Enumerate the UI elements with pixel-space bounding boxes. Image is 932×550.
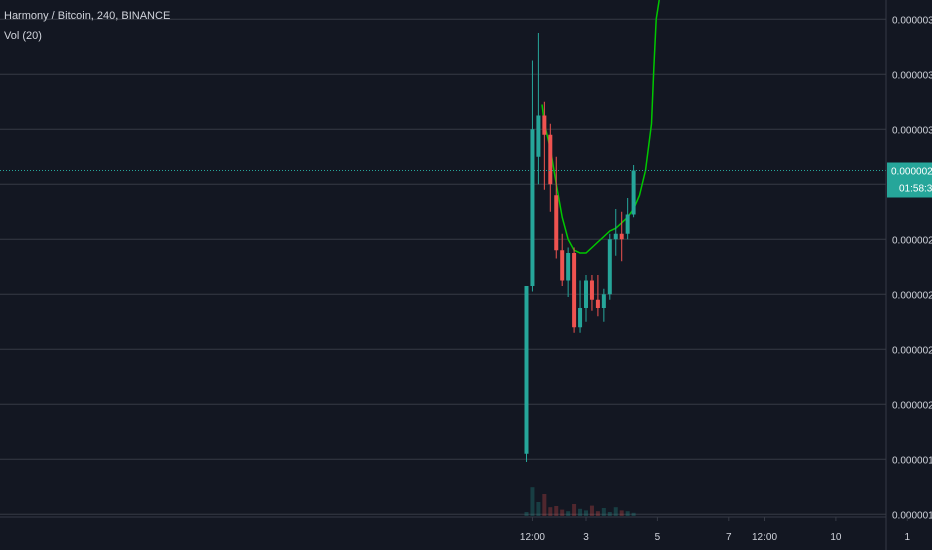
volume-bar — [572, 504, 577, 516]
volume-bar — [554, 506, 559, 516]
volume-bar — [589, 505, 594, 516]
volume-bar — [625, 511, 630, 516]
candle — [548, 123, 553, 212]
volume-bar — [607, 512, 612, 516]
volume-bar — [536, 502, 541, 516]
candle — [601, 288, 606, 322]
candle-body — [530, 129, 535, 286]
time-tick-label: 12:00 — [520, 532, 545, 543]
candle — [524, 286, 529, 462]
candle — [530, 60, 535, 292]
price-tick-label: 0.00000340 — [892, 15, 932, 26]
price-tick-label: 0.00000160 — [892, 510, 932, 521]
volume-bar — [584, 510, 588, 516]
volume-bars — [524, 487, 636, 516]
candle-body — [601, 294, 606, 308]
time-tick-label: 7 — [726, 532, 732, 543]
candle-body — [619, 233, 624, 240]
candle — [619, 211, 624, 262]
candle-body — [548, 134, 553, 185]
volume-bar — [619, 510, 624, 516]
candle-body — [536, 115, 541, 157]
price-tick-label: 0.00000180 — [892, 455, 932, 466]
current-price-badge: 0.00000285 01:58:37 — [887, 162, 932, 198]
candle-body — [631, 170, 636, 215]
volume-bar — [595, 511, 600, 516]
candle-body — [584, 280, 588, 308]
price-tick-label: 0.00000200 — [892, 400, 932, 411]
time-axis[interactable]: 12:00 3 5 7 12:00 10 1 — [0, 516, 911, 543]
price-tick-label: 0.00000300 — [892, 125, 932, 136]
candle — [542, 101, 547, 190]
candle — [536, 33, 541, 185]
candlesticks — [524, 33, 636, 462]
moving-average-line — [541, 0, 660, 254]
candle-body — [607, 239, 612, 295]
time-tick-label: 10 — [830, 532, 842, 543]
time-tick-label: 3 — [583, 532, 589, 543]
candle-body — [578, 308, 583, 328]
candle — [613, 209, 618, 256]
candle-body — [589, 280, 594, 300]
grid-lines — [0, 18, 886, 515]
volume-bar — [560, 509, 565, 516]
volume-bar — [601, 508, 606, 516]
volume-bar — [548, 507, 553, 516]
volume-bar — [524, 512, 529, 516]
price-tick-label: 0.00000240 — [892, 290, 932, 301]
candle — [589, 275, 594, 311]
volume-bar — [631, 512, 636, 516]
chart-legend: Harmony / Bitcoin, 240, BINANCE Vol (20) — [4, 6, 170, 46]
price-tick-label: 0.00000320 — [892, 70, 932, 81]
volume-bar — [542, 494, 547, 516]
candle — [578, 280, 583, 333]
candle — [584, 275, 588, 322]
candle — [560, 233, 565, 286]
bar-countdown-label: 01:58:37 — [899, 184, 932, 195]
candle-body — [524, 286, 529, 454]
ma-polyline — [541, 0, 660, 254]
volume-indicator-title[interactable]: Vol (20) — [4, 30, 42, 42]
candle-body — [560, 250, 565, 281]
volume-bar — [530, 487, 535, 516]
price-tick-label: 0.00000260 — [892, 235, 932, 246]
time-tick-label: 12:00 — [752, 532, 777, 543]
candle-body — [625, 214, 630, 234]
candle — [572, 247, 577, 333]
candle — [625, 198, 630, 240]
current-price-label: 0.00000285 — [891, 167, 932, 178]
candle-body — [566, 253, 571, 281]
candle — [595, 275, 600, 317]
candle-body — [554, 195, 559, 251]
candle — [631, 165, 636, 218]
candle-body — [613, 233, 618, 240]
volume-bar — [613, 507, 618, 516]
time-tick-label: 1 — [905, 532, 911, 543]
candle-body — [595, 299, 600, 308]
current-price-badge-bg — [887, 162, 932, 198]
candle-body — [572, 253, 577, 328]
symbol-title[interactable]: Harmony / Bitcoin, 240, BINANCE — [4, 10, 171, 22]
candle — [554, 156, 559, 259]
volume-bar — [578, 508, 583, 516]
price-tick-label: 0.00000220 — [892, 345, 932, 356]
time-tick-label: 5 — [655, 532, 661, 543]
candle — [607, 233, 612, 300]
candle — [566, 247, 571, 297]
candle-body — [542, 115, 547, 135]
volume-bar — [566, 511, 571, 516]
